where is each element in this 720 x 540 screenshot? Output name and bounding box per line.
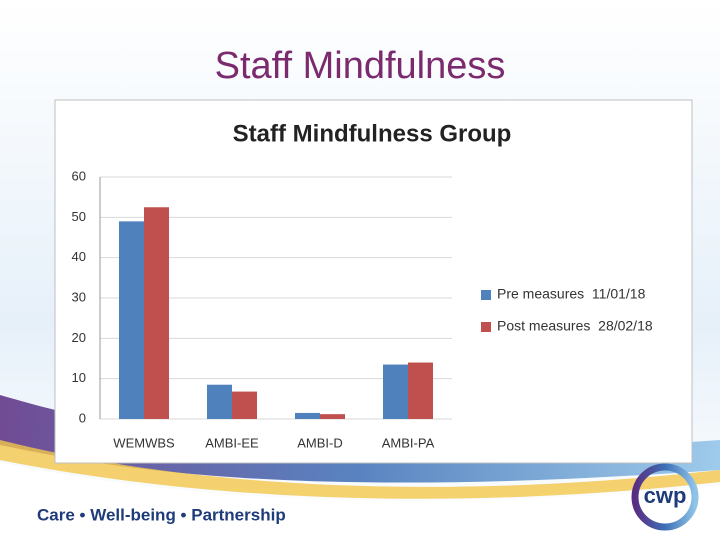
bar: [207, 384, 232, 419]
x-tick-label: WEMWBS: [113, 435, 175, 450]
bar: [119, 221, 144, 419]
swoosh: [0, 462, 720, 540]
legend-label: Post measures 28/02/18: [497, 318, 653, 334]
logo: cwp: [644, 483, 687, 508]
y-tick-label: 10: [72, 370, 86, 385]
legend-swatch: [481, 322, 491, 332]
logo-ring: [631, 463, 699, 531]
chart-title: Staff Mindfulness Group: [233, 120, 512, 147]
y-tick-label: 30: [72, 289, 86, 304]
bar: [144, 207, 169, 419]
footer: Care • Well-being • Partnership: [37, 505, 286, 524]
y-tick-label: 40: [72, 249, 86, 264]
x-tick-label: AMBI-EE: [205, 435, 259, 450]
swoosh: [0, 440, 720, 499]
slide-title: Staff Mindfulness: [215, 45, 506, 87]
bar: [320, 414, 345, 419]
bar: [232, 391, 257, 419]
legend-label: Pre measures 11/01/18: [497, 286, 646, 302]
y-tick-label: 60: [72, 168, 86, 183]
x-tick-label: AMBI-D: [297, 435, 343, 450]
y-tick-label: 20: [72, 330, 86, 345]
x-tick-label: AMBI-PA: [382, 435, 435, 450]
bar: [295, 412, 320, 419]
bar: [383, 364, 408, 419]
bar: [408, 362, 433, 419]
y-tick-label: 50: [72, 209, 86, 224]
y-tick-label: 0: [79, 410, 86, 425]
legend-swatch: [481, 290, 491, 300]
